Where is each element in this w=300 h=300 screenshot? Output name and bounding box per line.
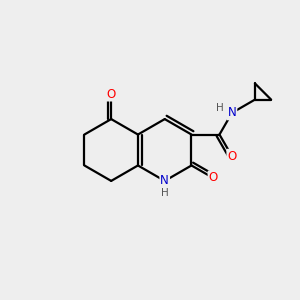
- Text: O: O: [208, 172, 218, 184]
- Text: N: N: [228, 106, 236, 119]
- Text: H: H: [161, 188, 169, 198]
- Text: N: N: [160, 174, 169, 188]
- Text: O: O: [106, 88, 116, 100]
- Text: O: O: [227, 150, 237, 163]
- Text: H: H: [216, 103, 224, 113]
